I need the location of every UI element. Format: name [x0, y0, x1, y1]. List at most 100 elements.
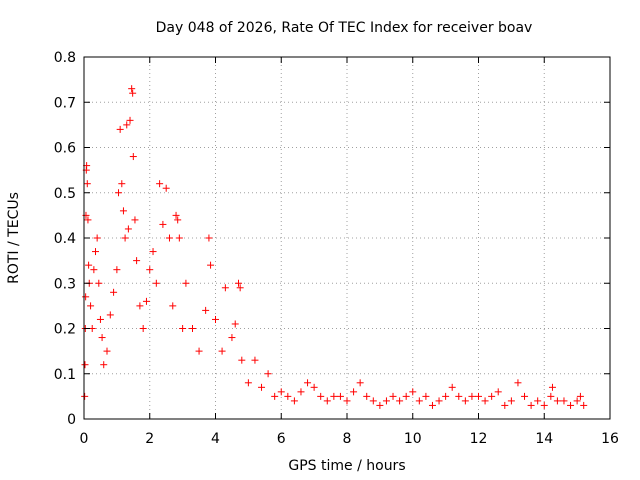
y-tick-label: 0.5 — [54, 186, 76, 202]
y-tick-label: 0.2 — [54, 322, 76, 338]
chart-title: Day 048 of 2026, Rate Of TEC Index for r… — [156, 20, 533, 36]
data-point — [494, 388, 502, 396]
data-point — [221, 284, 229, 292]
data-point — [507, 397, 515, 405]
data-point — [116, 125, 124, 133]
data-point — [369, 397, 377, 405]
data-point — [92, 248, 100, 256]
data-point — [488, 392, 496, 400]
x-tick-label: 6 — [277, 431, 286, 447]
data-point — [82, 293, 90, 301]
data-point — [146, 266, 154, 274]
data-point — [228, 334, 236, 342]
data-point — [297, 388, 305, 396]
x-axis-label: GPS time / hours — [288, 458, 405, 474]
data-point — [402, 392, 410, 400]
data-point — [87, 302, 95, 310]
data-point — [84, 216, 92, 224]
data-point — [336, 392, 344, 400]
data-point — [573, 397, 581, 405]
data-point — [131, 216, 139, 224]
data-point — [115, 189, 123, 197]
data-point — [159, 220, 167, 228]
x-tick-label: 2 — [145, 431, 154, 447]
x-tick-label: 8 — [343, 431, 352, 447]
y-tick-label: 0.4 — [54, 231, 76, 247]
data-point — [258, 383, 266, 391]
y-tick-label: 0.3 — [54, 276, 76, 292]
x-tick-label: 0 — [80, 431, 89, 447]
data-point — [95, 279, 103, 287]
data-point — [128, 85, 136, 93]
y-tick-label: 0.7 — [54, 95, 76, 111]
data-point — [218, 347, 226, 355]
data-point — [212, 315, 219, 323]
data-point — [182, 279, 190, 287]
data-point — [396, 397, 404, 405]
data-point — [547, 392, 555, 400]
data-point — [560, 397, 568, 405]
data-point — [317, 392, 325, 400]
data-point — [188, 325, 196, 332]
data-point — [330, 392, 338, 400]
data-point — [576, 392, 584, 400]
data-point — [481, 397, 489, 405]
data-point — [124, 225, 132, 233]
data-point — [304, 379, 312, 387]
data-point — [126, 116, 134, 124]
data-point — [136, 302, 144, 310]
x-tick-label: 14 — [535, 431, 553, 447]
grid-layer — [84, 57, 610, 419]
y-axis-label: ROTI / TECUs — [6, 192, 22, 284]
data-point — [139, 325, 147, 332]
data-point — [553, 397, 561, 405]
data-point — [238, 356, 246, 364]
data-point — [271, 392, 279, 400]
data-point — [103, 347, 111, 355]
data-point — [118, 180, 126, 188]
data-point — [521, 392, 529, 400]
data-point — [156, 180, 164, 188]
data-point — [165, 234, 173, 242]
data-point — [142, 297, 150, 305]
data-point — [540, 401, 548, 409]
x-tick-label: 16 — [601, 431, 619, 447]
data-point — [264, 370, 272, 378]
data-point — [468, 392, 476, 400]
data-point — [442, 392, 450, 400]
x-tick-label: 4 — [211, 431, 220, 447]
data-point — [110, 288, 118, 296]
x-tick-label: 10 — [404, 431, 422, 447]
data-point — [363, 392, 371, 400]
data-point — [455, 392, 463, 400]
data-point — [236, 284, 244, 292]
data-point — [98, 334, 106, 342]
points-layer — [81, 85, 588, 409]
data-point — [129, 153, 137, 161]
data-point — [461, 397, 469, 405]
data-point — [382, 397, 390, 405]
data-point — [231, 320, 239, 328]
ticks-layer: 0 2 4 6 8 10 12 14 16 0 0.1 0.2 0.3 0.4 0.5 0.6 0.7 0.8 — [54, 50, 619, 447]
data-point — [235, 279, 243, 287]
data-point — [100, 361, 108, 369]
data-point — [207, 261, 215, 269]
data-point — [179, 325, 187, 332]
data-point — [475, 392, 482, 400]
data-point — [121, 234, 129, 242]
data-point — [415, 397, 423, 405]
data-point — [119, 207, 127, 215]
data-point — [85, 261, 93, 269]
data-point — [174, 216, 182, 224]
data-point — [175, 234, 183, 242]
data-point — [113, 266, 121, 274]
data-point — [96, 315, 104, 323]
data-point — [356, 379, 364, 387]
y-tick-label: 0.1 — [54, 367, 76, 383]
data-point — [323, 397, 331, 405]
data-point — [149, 248, 157, 256]
data-point — [376, 401, 384, 409]
data-point — [90, 266, 98, 274]
